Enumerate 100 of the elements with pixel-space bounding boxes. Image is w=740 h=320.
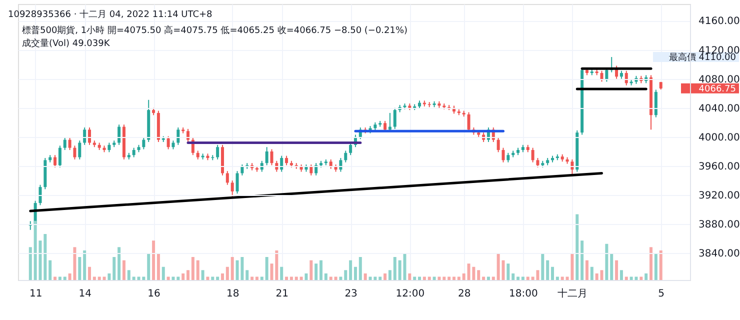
y-tick-label: 4000.00 <box>698 132 740 144</box>
bar <box>186 270 190 280</box>
y-tick-label: 4080.00 <box>698 74 740 86</box>
bar <box>556 276 559 280</box>
bar <box>270 264 274 280</box>
bar <box>551 266 554 280</box>
candlestick <box>132 147 136 158</box>
bar <box>442 276 446 280</box>
candlestick <box>142 137 146 150</box>
bar <box>216 276 220 280</box>
bar <box>659 250 662 280</box>
bar <box>477 270 480 280</box>
y-tick-label: 3880.00 <box>698 220 740 231</box>
bar <box>147 254 150 280</box>
bar <box>448 276 451 280</box>
candlestick <box>226 170 229 186</box>
x-tick-label: 21 <box>276 288 288 300</box>
bar <box>152 240 156 280</box>
candlestick <box>83 126 86 146</box>
bar <box>422 276 426 280</box>
bar <box>230 257 234 280</box>
bar <box>28 247 32 280</box>
candlestick <box>339 157 342 172</box>
bar <box>615 260 618 280</box>
bar <box>349 260 352 280</box>
bar <box>640 276 643 280</box>
bar <box>246 270 249 280</box>
bar <box>521 276 524 280</box>
bar <box>265 257 268 280</box>
bar <box>58 276 62 280</box>
bar <box>300 276 303 280</box>
candlestick <box>531 147 534 163</box>
bar <box>220 273 224 280</box>
bar <box>526 276 530 280</box>
bar <box>176 276 180 280</box>
candlestick <box>467 112 470 132</box>
bar <box>285 276 288 280</box>
bar <box>166 276 170 280</box>
bar <box>486 276 490 280</box>
x-tick-label: 14 <box>78 288 92 300</box>
bar <box>620 270 623 280</box>
bar <box>644 273 648 280</box>
candlestick <box>108 142 111 153</box>
bar <box>624 276 628 280</box>
text: 4066.75 <box>698 84 736 94</box>
bar <box>580 240 584 280</box>
candlestick <box>216 144 220 160</box>
bar <box>132 276 136 280</box>
bar <box>92 276 96 280</box>
x-tick-label: 16 <box>148 288 160 300</box>
candlestick <box>54 154 57 168</box>
bar <box>250 276 254 280</box>
bar <box>576 214 579 280</box>
bar <box>408 273 412 280</box>
bar <box>44 234 47 280</box>
candlestick <box>600 70 604 82</box>
bar <box>541 254 544 280</box>
bar <box>310 260 313 280</box>
candlestick <box>654 89 658 118</box>
bar <box>384 273 387 280</box>
bar <box>206 276 210 280</box>
candlestick <box>310 164 313 176</box>
bar <box>452 276 456 280</box>
candlestick <box>58 145 62 168</box>
bar <box>595 273 598 280</box>
candlestick <box>270 148 274 166</box>
bar <box>182 273 185 280</box>
y-tick-label: 4040.00 <box>698 103 740 114</box>
bar <box>344 270 348 280</box>
candlestick <box>230 180 234 198</box>
y-tick-label: 4160.00 <box>698 16 740 28</box>
bar <box>482 276 486 280</box>
bar <box>83 250 86 280</box>
x-tick-label: 28 <box>458 288 471 300</box>
bar <box>590 266 594 280</box>
annotation: 成交量(Vol) 49.039K <box>22 38 111 49</box>
bar <box>393 257 396 280</box>
x-tick-label: 12:00 <box>396 288 425 300</box>
bar <box>88 266 91 280</box>
candlestick <box>118 124 121 146</box>
bar <box>275 250 278 280</box>
bar <box>304 273 308 280</box>
bar <box>605 244 608 280</box>
bar <box>260 276 264 280</box>
bar <box>78 257 82 280</box>
bar <box>650 247 653 280</box>
candlestick <box>38 184 42 206</box>
bar <box>432 276 436 280</box>
bar <box>388 270 392 280</box>
bar <box>196 260 200 280</box>
candlestick <box>63 137 66 150</box>
bar <box>413 276 416 280</box>
bar <box>320 260 322 280</box>
bar <box>226 266 229 280</box>
x-tick-label: 18 <box>226 288 240 300</box>
bar <box>48 260 52 280</box>
candlestick <box>265 146 268 166</box>
bar <box>506 264 510 280</box>
bar <box>512 273 515 280</box>
candlestick <box>240 164 244 176</box>
